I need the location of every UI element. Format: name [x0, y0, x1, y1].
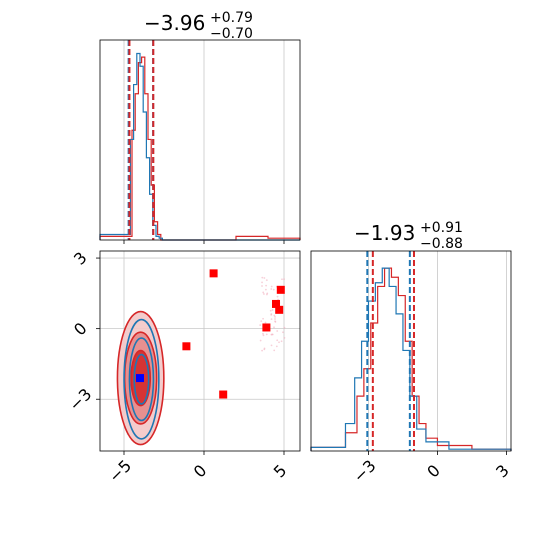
scatter-sample [263, 293, 265, 295]
scatter-sample [273, 314, 276, 317]
red-square-marker [275, 305, 284, 314]
joint-panel: −5 0 5 −3 0 3 [65, 248, 301, 486]
scatter-sample [283, 278, 285, 281]
scatter-sample [272, 288, 275, 291]
scatter-sample [262, 291, 265, 294]
scatter-sample [270, 288, 273, 290]
scatter-sample [263, 348, 266, 351]
scatter-sample [270, 318, 273, 320]
scatter-sample [259, 324, 262, 326]
scatter-sample [265, 284, 268, 287]
red-square-marker [182, 342, 191, 351]
blue-contour-level [133, 353, 150, 405]
scatter-sample [276, 330, 279, 332]
scatter-sample [265, 279, 268, 282]
blue-histogram-step [310, 267, 512, 451]
red-histogram-step [310, 267, 512, 451]
scatter-sample [278, 341, 280, 344]
scatter-sample [265, 333, 268, 336]
title-param-2-median: −1.93 [354, 221, 415, 245]
scatter-sample [276, 295, 279, 298]
scatter-sample [283, 326, 286, 329]
red-square-marker [219, 390, 228, 399]
title-param-2-minus: −0.88 [420, 236, 463, 252]
scatter-sample [270, 344, 273, 347]
scatter-sample [260, 320, 263, 323]
scatter-sample [276, 339, 279, 342]
blue-square-marker [136, 374, 144, 383]
scatter-sample [271, 309, 274, 311]
scatter-sample [266, 293, 268, 296]
marginal-panel-param-1 [99, 39, 301, 244]
scatter-sample [264, 321, 267, 324]
scatter-sample [259, 339, 262, 342]
right-panel-frame [310, 250, 512, 452]
scatter-sample [261, 349, 263, 352]
scatter-sample [264, 288, 267, 291]
scatter-sample [273, 326, 275, 329]
scatter-sample [261, 276, 264, 279]
x-tick-label: 0 [423, 461, 444, 482]
title-param-2-plus: +0.91 [420, 220, 463, 236]
x-tick-label: 0 [190, 461, 211, 482]
y-tick-label: 0 [70, 319, 91, 340]
red-square-marker [276, 285, 285, 294]
blue-histogram-step [99, 52, 300, 241]
scatter-sample [274, 321, 277, 323]
scatter-sample [271, 333, 273, 336]
scatter-sample [273, 349, 276, 352]
scatter-sample [270, 285, 273, 288]
scatter-sample [262, 334, 265, 337]
title-param-1-minus: −0.70 [210, 26, 253, 42]
top-panel-frame [99, 39, 301, 241]
scatter-sample [270, 313, 273, 316]
scatter-sample [275, 345, 278, 348]
scatter-sample [261, 285, 263, 287]
y-tick-label: −3 [65, 385, 95, 415]
x-tick-label: 3 [492, 461, 513, 482]
scatter-sample [283, 337, 286, 339]
scatter-sample [261, 281, 263, 284]
blue-contour-level [123, 318, 160, 440]
scatter-sample [282, 331, 284, 334]
scatter-sample [263, 277, 266, 279]
red-square-marker [262, 323, 271, 332]
scatter-sample [281, 278, 283, 281]
red-square-marker [209, 269, 218, 278]
x-tick-label: −3 [350, 456, 380, 486]
scatter-sample [269, 309, 272, 312]
x-tick-label: −5 [105, 456, 135, 486]
scatter-sample [262, 317, 264, 320]
title-param-1-plus: +0.79 [210, 10, 253, 26]
scatter-sample [280, 340, 283, 343]
scatter-sample [262, 332, 264, 335]
x-tick-label: 5 [270, 461, 291, 482]
title-param-1-median: −3.96 [144, 11, 205, 35]
marginal-panel-param-2: −3 0 3 [310, 250, 513, 486]
red-square-marker [272, 299, 280, 308]
joint-panel-frame [99, 250, 301, 452]
red-histogram-step [99, 56, 301, 241]
y-tick-label: 3 [70, 248, 91, 269]
blue-contour-level [128, 337, 155, 422]
scatter-sample [274, 318, 276, 320]
scatter-sample [274, 315, 276, 318]
